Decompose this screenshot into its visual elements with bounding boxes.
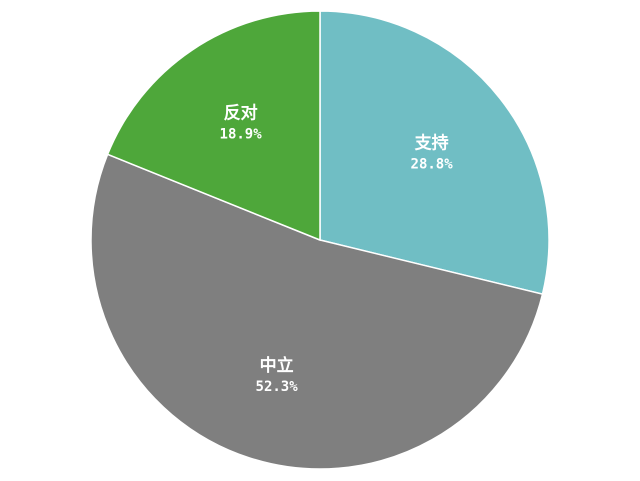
pie-labels: 支持 28.8% 中立 52.3% 反对 18.9%: [220, 102, 454, 395]
slice-value-label: 18.9%: [220, 126, 263, 142]
slice-value-label: 28.8%: [411, 156, 454, 172]
slice-label: 中立: [260, 355, 294, 376]
pie-slices: [90, 10, 550, 470]
slice-neutral: [90, 153, 544, 470]
slice-support: [319, 10, 550, 296]
slice-oppose: [106, 10, 321, 242]
slice-value-label: 52.3%: [256, 379, 299, 395]
slice-label: 支持: [415, 132, 449, 153]
slice-label: 反对: [224, 102, 258, 123]
